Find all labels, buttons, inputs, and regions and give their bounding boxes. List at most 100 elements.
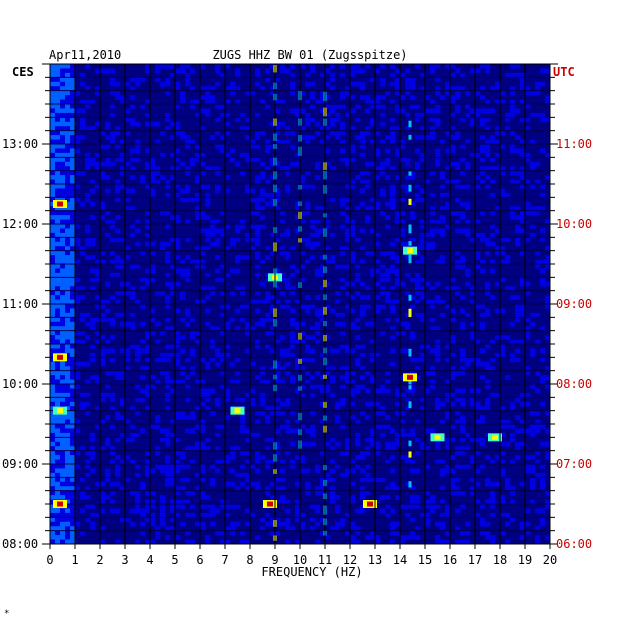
heatmap-cell xyxy=(375,410,381,416)
heatmap-cell xyxy=(425,428,431,434)
heatmap-cell xyxy=(385,504,391,509)
heatmap-cell xyxy=(60,170,66,176)
heatmap-cell xyxy=(350,348,356,354)
heatmap-cell xyxy=(105,188,111,194)
heatmap-cell xyxy=(50,428,56,434)
heatmap-cell xyxy=(50,281,56,287)
heatmap-cell xyxy=(255,68,261,74)
heatmap-cell xyxy=(60,415,66,420)
heatmap-cell xyxy=(60,210,66,216)
heatmap-cell xyxy=(130,264,136,269)
heatmap-cell xyxy=(60,464,66,469)
heatmap-cell xyxy=(270,232,276,238)
heatmap-cell xyxy=(185,477,191,483)
heatmap-cell xyxy=(125,117,131,123)
heatmap-cell xyxy=(445,410,451,416)
heatmap-cell xyxy=(480,179,486,185)
heatmap-cell xyxy=(450,277,456,283)
heatmap-cell xyxy=(365,126,371,131)
heatmap-cell xyxy=(495,139,501,145)
heatmap-cell xyxy=(445,286,451,291)
heatmap-cell xyxy=(235,117,241,123)
heatmap-cell xyxy=(60,108,66,114)
heatmap-cell xyxy=(395,388,401,394)
heatmap-cell xyxy=(55,468,61,474)
heatmap-cell xyxy=(420,135,426,140)
heatmap-cell xyxy=(70,104,76,109)
heatmap-cell xyxy=(50,352,56,358)
right-time-label: 07:00 xyxy=(556,457,592,471)
heatmap-cell xyxy=(505,521,511,527)
heatmap-cell xyxy=(510,406,516,411)
heatmap-cell xyxy=(370,161,376,167)
heatmap-cell xyxy=(90,521,96,527)
heatmap-cell xyxy=(415,468,421,474)
heatmap-cell xyxy=(210,344,216,349)
heatmap-cell xyxy=(390,521,396,527)
heatmap-cell xyxy=(305,379,311,385)
heatmap-cell xyxy=(300,108,306,114)
heatmap-cell xyxy=(325,161,331,167)
heatmap-cell xyxy=(255,224,261,229)
heatmap-cell xyxy=(60,521,66,527)
heatmap-cell xyxy=(60,161,66,167)
heatmap-cell xyxy=(545,152,551,158)
heatmap-cell xyxy=(515,215,521,220)
heatmap-cell xyxy=(480,166,486,171)
heatmap-cell xyxy=(500,459,506,465)
heatmap-cell xyxy=(380,188,386,194)
heatmap-cell xyxy=(260,370,266,376)
heatmap-cell xyxy=(390,130,396,136)
heatmap-cell xyxy=(50,224,56,229)
heatmap-cell xyxy=(100,130,106,136)
heatmap-cell xyxy=(395,90,401,96)
heatmap-cell xyxy=(500,530,506,536)
heatmap-cell xyxy=(545,246,551,251)
heatmap-cell xyxy=(520,139,526,145)
heatmap-cell xyxy=(50,348,56,354)
heatmap-cell xyxy=(415,64,421,69)
heatmap-cell xyxy=(165,344,171,349)
heatmap-cell xyxy=(500,472,506,478)
heatmap-cell xyxy=(160,330,166,336)
heatmap-cell xyxy=(435,104,441,109)
heatmap-cell xyxy=(205,99,211,105)
heatmap-cell xyxy=(160,210,166,216)
heatmap-cell xyxy=(390,299,396,305)
heatmap-cell xyxy=(525,455,531,460)
heatmap-cell xyxy=(145,112,151,118)
heatmap-cell xyxy=(180,268,186,274)
heatmap-cell xyxy=(535,264,541,269)
heatmap-cell xyxy=(285,419,291,425)
heatmap-cell xyxy=(400,432,406,438)
heatmap-cell xyxy=(450,468,456,474)
heatmap-cell xyxy=(430,246,436,251)
heatmap-cell xyxy=(60,237,66,243)
heatmap-cell xyxy=(165,392,171,398)
heatmap-cell xyxy=(475,108,481,114)
heatmap-cell xyxy=(485,397,491,403)
heatmap-cell xyxy=(390,99,396,105)
heatmap-cell xyxy=(70,117,76,123)
heatmap-cell xyxy=(120,375,126,380)
heatmap-cell xyxy=(290,379,296,385)
heatmap-cell xyxy=(170,379,176,385)
heatmap-cell xyxy=(455,184,461,189)
heatmap-cell xyxy=(380,330,386,336)
heatmap-cell xyxy=(200,512,206,518)
heatmap-cell xyxy=(275,77,281,83)
heatmap-cell xyxy=(185,384,191,389)
heatmap-cell xyxy=(50,406,56,411)
heatmap-cell xyxy=(505,539,511,545)
heatmap-cell xyxy=(390,304,396,309)
heatmap-cell xyxy=(50,228,56,234)
heatmap-cell xyxy=(520,277,526,283)
heatmap-cell xyxy=(390,539,396,545)
heatmap-cell xyxy=(60,166,66,171)
right-time-label: 06:00 xyxy=(556,537,592,551)
heatmap-cell xyxy=(515,312,521,318)
heatmap-cell xyxy=(110,259,116,265)
heatmap-cell xyxy=(175,504,181,509)
heatmap-cell xyxy=(535,370,541,376)
heatmap-cell xyxy=(410,357,416,363)
